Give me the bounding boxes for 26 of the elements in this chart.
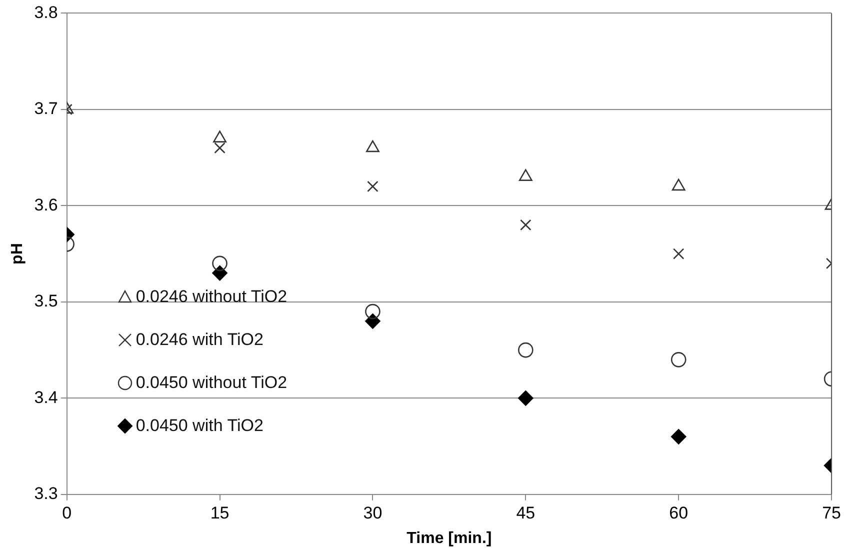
- point: [365, 304, 380, 320]
- point: [366, 140, 380, 152]
- x-tick-label: 45: [516, 503, 536, 522]
- y-tick-label: 3.6: [34, 195, 58, 214]
- legend-label: 0.0450 without TiO2: [136, 372, 288, 393]
- point: [365, 314, 380, 329]
- legend-label: 0.0246 with TiO2: [136, 330, 264, 350]
- y-tick-label: 3.8: [34, 2, 58, 22]
- point: [518, 169, 532, 181]
- legend-label: 0.0450 with TiO2: [136, 416, 264, 436]
- y-axis-title: pH: [9, 243, 26, 264]
- y-tick-label: 3.3: [34, 484, 58, 504]
- y-tick-label: 3.4: [34, 388, 58, 407]
- point: [518, 390, 534, 406]
- y-tick-label: 3.7: [34, 99, 58, 118]
- x-tick-label: 60: [669, 503, 688, 522]
- x-tick-label: 75: [822, 503, 842, 522]
- legend-label: 0.0246 without TiO2: [136, 286, 288, 307]
- y-tick-label: 3.5: [34, 292, 58, 311]
- x-tick-label: 15: [210, 503, 230, 522]
- point: [520, 219, 532, 231]
- x-tick-label: 30: [363, 503, 382, 522]
- point: [518, 342, 534, 358]
- x-axis-title: Time [min.]: [406, 530, 492, 547]
- point: [367, 180, 378, 192]
- x-tick-label: 0: [62, 503, 72, 522]
